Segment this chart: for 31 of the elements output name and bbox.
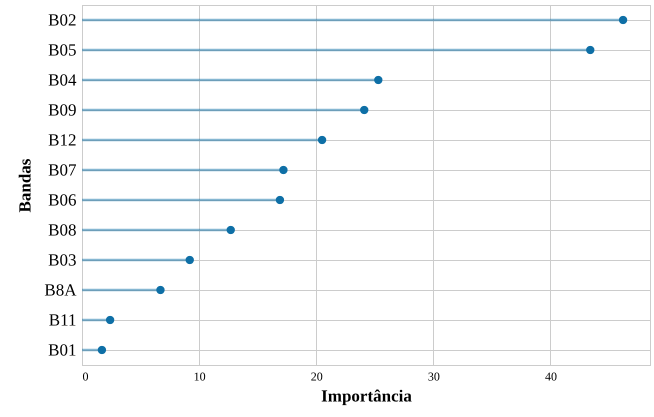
x-tick-label: 20	[310, 370, 323, 384]
point	[360, 106, 368, 114]
x-axis-title: Importância	[321, 386, 412, 406]
y-tick-label: B11	[48, 310, 76, 330]
point	[279, 166, 288, 174]
y-tick-label: B12	[48, 130, 76, 150]
y-tick-label: B09	[48, 100, 76, 120]
point	[226, 226, 235, 234]
point	[318, 136, 326, 144]
y-tick-label: B03	[48, 250, 76, 270]
point	[618, 16, 628, 24]
y-tick-label: B06	[48, 190, 76, 210]
point	[186, 256, 194, 264]
y-tick-label: B01	[48, 340, 76, 360]
x-tick-label: 0	[82, 370, 88, 384]
x-tick-label: 30	[428, 370, 440, 384]
point	[276, 196, 284, 204]
point	[586, 46, 594, 54]
y-tick-label: B07	[48, 160, 77, 180]
y-tick-label: B04	[48, 70, 77, 90]
point	[98, 346, 106, 354]
point	[374, 76, 382, 84]
y-tick-label: B05	[48, 40, 76, 60]
y-tick-label: B08	[48, 220, 76, 240]
x-tick-label: 40	[544, 370, 557, 384]
y-tick-label: B8A	[44, 280, 78, 300]
point	[156, 286, 165, 294]
y-axis-title: Bandas	[15, 158, 34, 212]
y-tick-label: B02	[48, 10, 76, 30]
x-tick-label: 10	[194, 370, 206, 384]
point	[106, 316, 114, 324]
